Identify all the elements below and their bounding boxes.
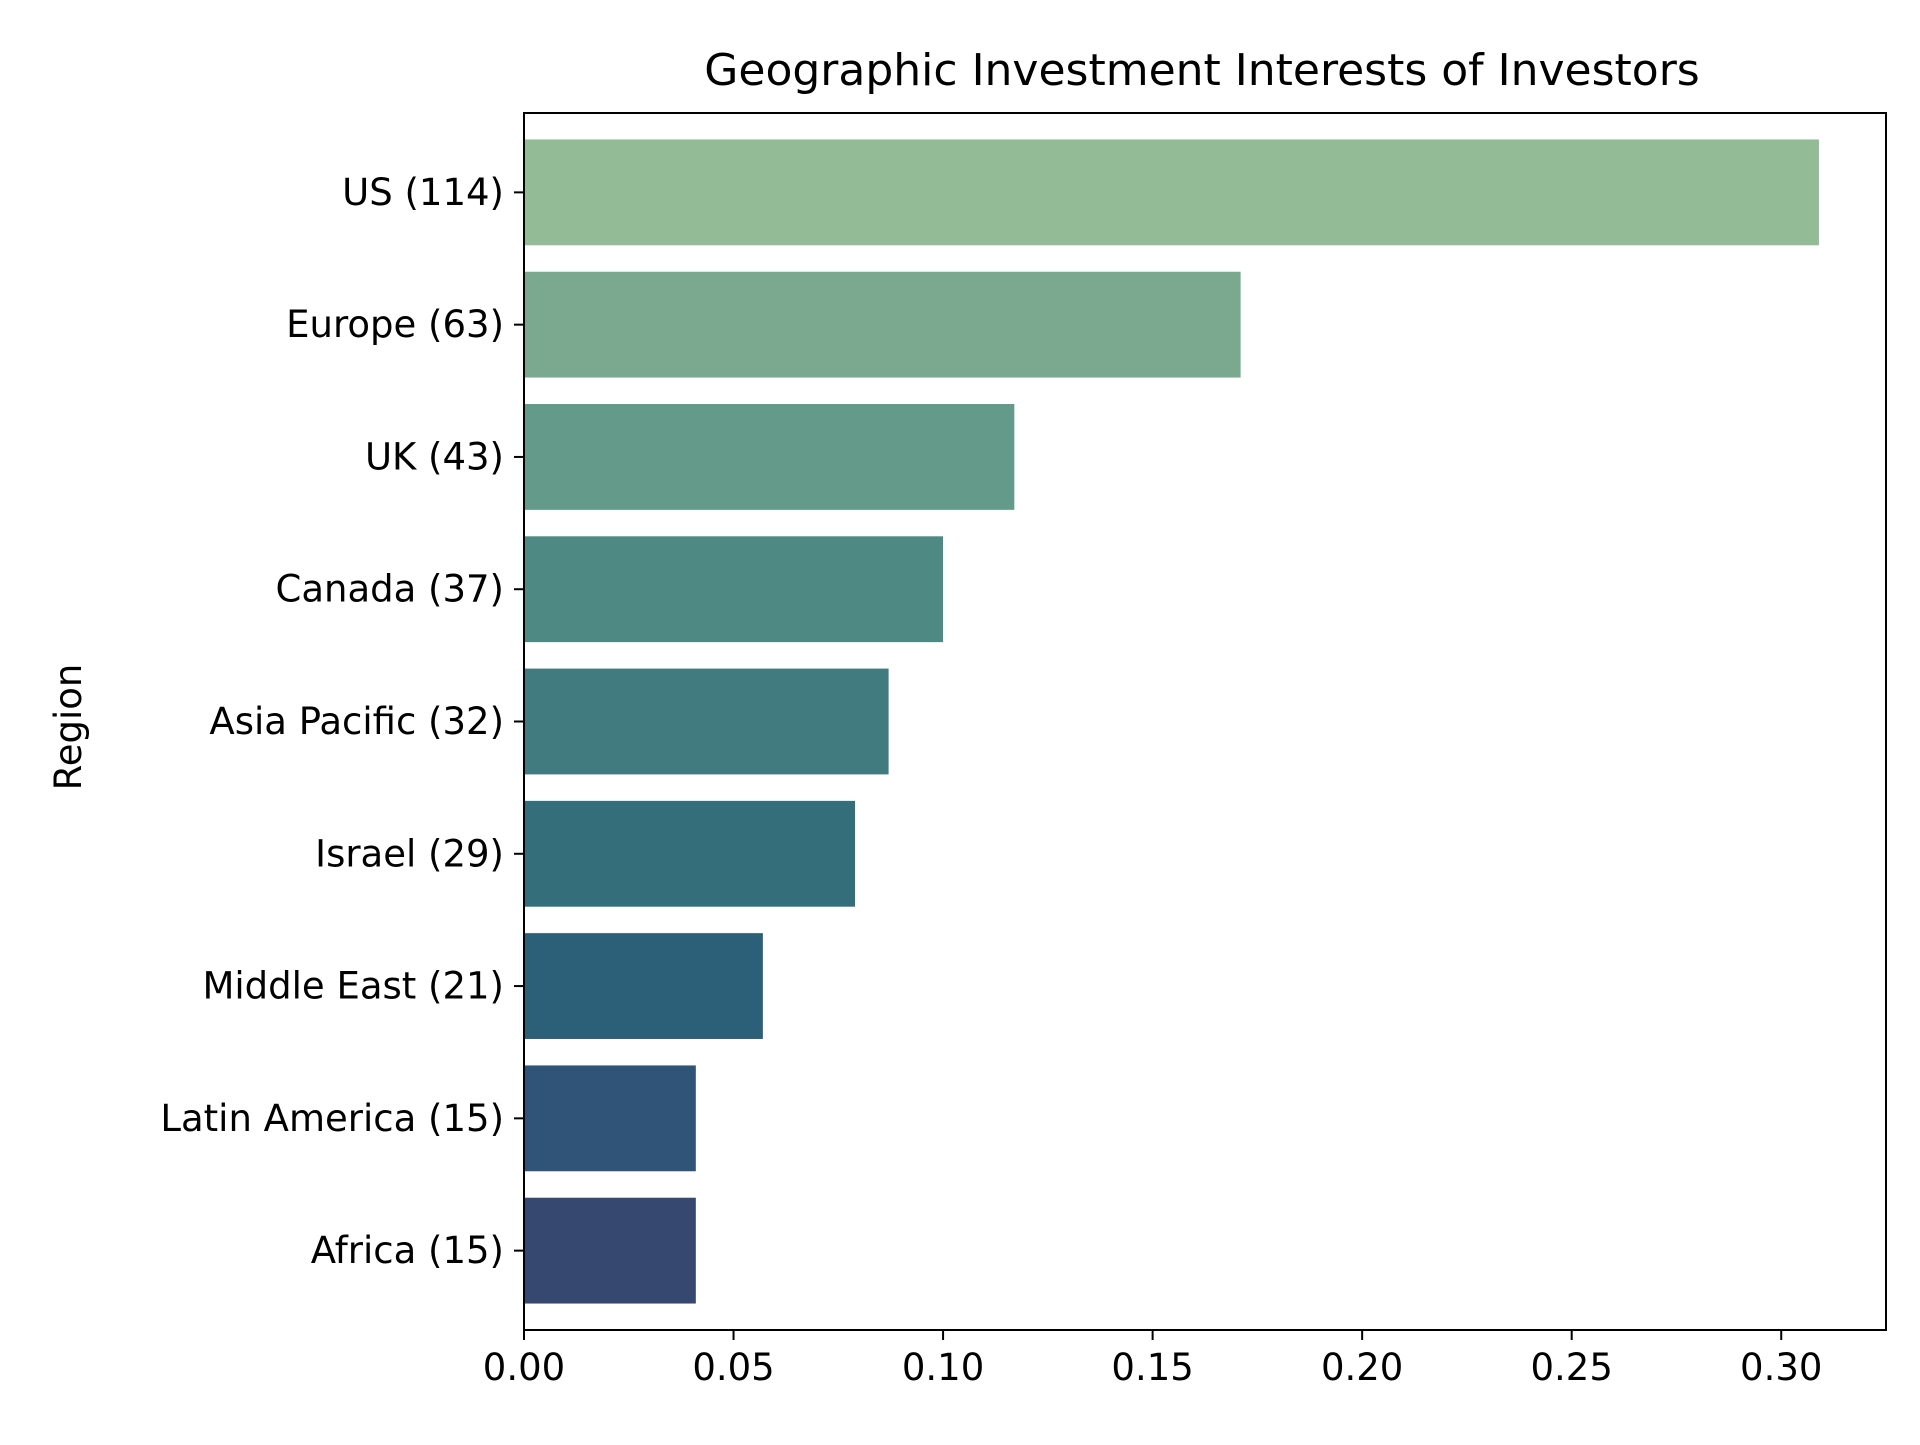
bar	[524, 139, 1819, 246]
x-axis-ticks: 0.00 0.05 0.10 0.15 0.20 0.25 0.30	[483, 1330, 1822, 1389]
y-axis-ticks: US (114) Europe (63) UK (43) Canada (37) Asi…	[160, 171, 524, 1272]
bar	[524, 536, 944, 643]
x-tick-label: 0.10	[902, 1346, 984, 1389]
y-tick-label: UK (43)	[365, 435, 504, 478]
x-tick-label: 0.30	[1740, 1346, 1822, 1389]
bar	[524, 668, 889, 775]
y-tick-label: Israel (29)	[315, 832, 504, 875]
y-tick-label: Middle East (21)	[202, 965, 504, 1008]
y-tick-label: Europe (63)	[286, 303, 504, 346]
bar	[524, 800, 856, 907]
y-tick-label: Africa (15)	[311, 1229, 504, 1272]
chart-title: Geographic Investment Interests of Inves…	[704, 45, 1699, 96]
bar	[524, 1197, 696, 1304]
bars-layer	[524, 139, 1819, 1304]
bar	[524, 404, 1015, 510]
bar	[524, 1065, 696, 1172]
x-tick-label: 0.00	[483, 1346, 565, 1389]
plot-frame	[523, 112, 1887, 1331]
x-tick-label: 0.25	[1530, 1346, 1612, 1389]
x-tick-label: 0.05	[692, 1346, 774, 1389]
x-tick-label: 0.20	[1321, 1346, 1403, 1389]
bar	[524, 933, 763, 1039]
bar	[524, 271, 1241, 378]
y-tick-label: Canada (37)	[275, 568, 504, 611]
y-axis-label: Region	[47, 664, 90, 791]
y-tick-label: US (114)	[342, 171, 504, 214]
y-tick-label: Latin America (15)	[160, 1097, 504, 1140]
y-tick-label: Asia Pacific (32)	[209, 700, 504, 743]
x-tick-label: 0.15	[1111, 1346, 1193, 1389]
